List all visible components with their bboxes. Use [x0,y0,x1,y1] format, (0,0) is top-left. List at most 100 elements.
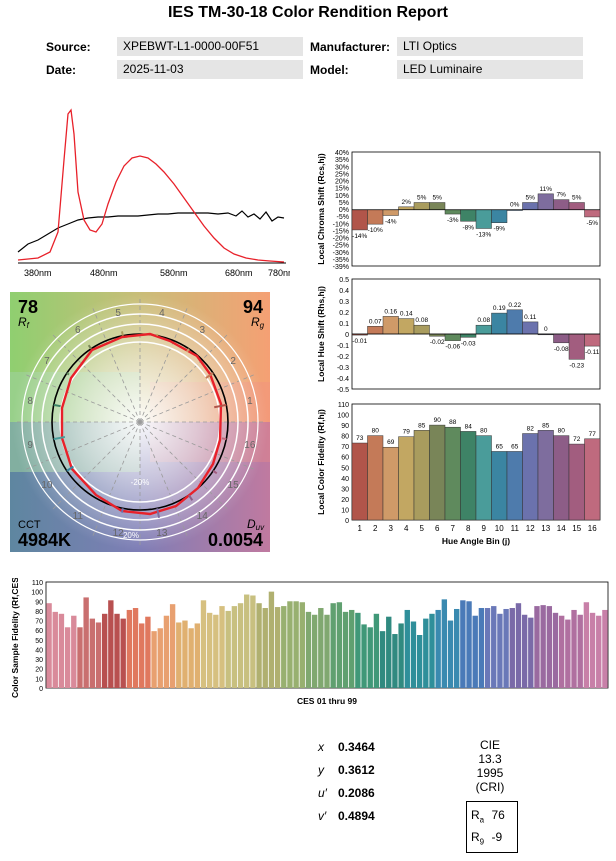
bar [367,209,384,225]
bar-value-label: 5% [417,195,427,202]
cvg-arrows [53,331,227,518]
u-prime-label: u′ [318,786,327,800]
y-label: y [318,763,324,777]
u-prime-value: 0.2086 [338,786,375,800]
bar-value-label: -14% [352,233,367,240]
ces-bar [46,603,52,688]
y-tick-label: 90 [341,423,349,430]
y-value: 0.3612 [338,763,375,777]
y-tick-label: -35% [333,257,349,264]
ces-bar [540,605,546,688]
ces-bar [373,613,380,688]
y-tick-label: 70 [341,444,349,451]
cvg-bin-label: 4 [159,308,165,319]
report-title: IES TM-30-18 Color Rendition Report [167,4,448,21]
bar-value-label: 84 [465,423,473,430]
ces-bar [299,602,305,688]
rf-label: Rf [18,315,30,330]
ces-bar [293,601,299,688]
ces-bar [596,615,602,688]
bar [444,333,461,341]
manufacturer-value: LTI Optics [397,37,583,56]
bar-value-label: 69 [387,439,395,446]
ces-bar [206,612,213,688]
cvg-arrow [53,435,66,441]
x-value: 0.3464 [338,740,375,754]
cvg-arrow [120,508,124,513]
y-tick-label: 0.2 [339,310,349,317]
cvg-arrow [205,372,214,379]
y-tick-label: 0% [339,207,349,214]
cvg-bin-label: 7 [44,356,50,367]
bar-value-label: 0.16 [384,308,397,315]
bar-value-label: 85 [418,422,426,429]
ces-bar [472,615,478,688]
bar-value-label: 0.07 [369,318,382,325]
cvg-arrow [53,403,61,408]
cvg-bin-label: 9 [27,440,33,451]
bar [568,333,585,360]
x-tick-label: 10 [495,524,504,533]
ces-bar [305,611,312,688]
cvg-bin-label: 8 [27,396,33,407]
ces-bar [200,600,207,688]
bar [367,326,384,335]
y-tick-label: 80 [341,434,349,441]
bar [460,431,477,521]
cvg-arrow [87,344,92,350]
bar [553,435,570,521]
y-tick-label: -0.3 [337,365,349,372]
ces-bar [176,622,182,688]
y-tick-label: 30% [335,164,349,171]
y-tick-label: -0.1 [337,343,349,350]
ces-bar [361,624,367,688]
bar [584,209,601,218]
bar-value-label: 77 [589,431,597,438]
ces-bar [194,623,200,688]
cct-label: CCT [18,519,41,531]
x-tick-label: 2 [373,524,378,533]
ces-bar [355,612,361,688]
ces-bar [521,614,528,688]
y-tick-label: 100 [31,590,43,597]
bar-value-label: -5% [586,220,598,227]
source-label: Source: [46,40,91,54]
y-tick-label: -5% [337,214,349,221]
y-tick-label: 0.1 [339,321,349,328]
y-tick-label: 30 [35,657,43,664]
local-chroma-shift-chart: 40%35%30%25%20%15%10%5%0%-5%-10%-15%-20%… [316,150,601,270]
bar [506,309,523,335]
y-tick-label: 0.3 [339,299,349,306]
cvg-bin-label: 6 [75,325,81,336]
x-tick-label: 6 [435,524,440,533]
bar [351,442,368,521]
bar-value-label: -10% [368,227,383,234]
rg-label: Rg [251,315,265,330]
y-tick-label: 40 [341,476,349,483]
bar-value-label: 65 [511,443,519,450]
bar [568,443,585,521]
y-tick-label: 110 [338,402,349,409]
ces-bar [95,622,102,688]
bar [460,333,477,338]
ces-bar [64,627,71,688]
cri-line3: 1995 [476,766,504,780]
x-tick-label: 12 [526,524,535,533]
model-label: Model: [310,63,349,77]
cvg-bin-label: 1 [247,396,253,407]
bar [382,446,399,521]
bar-value-label: 0.22 [508,302,521,309]
cvg-ring-label-minus: -20% [131,478,150,487]
y-tick-label: 5% [339,200,349,207]
spectrum-x-tick: 780nm [268,268,290,278]
x-tick-label: 11 [511,524,520,533]
bar [413,324,430,335]
ces-bar [342,611,349,688]
bar [491,451,508,521]
ces-bar [71,615,77,688]
ces-bar [349,609,355,688]
ces-bar [447,620,454,688]
cvg-ring-plus20 [21,303,259,541]
ces-bar [287,601,293,688]
cri-heading: CIE 13.3 1995 (CRI) [462,738,518,794]
